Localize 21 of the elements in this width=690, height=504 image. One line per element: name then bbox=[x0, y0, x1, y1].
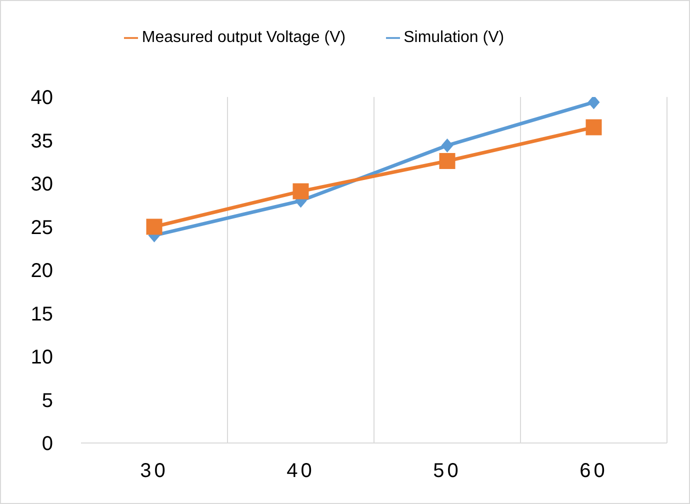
point bbox=[586, 119, 602, 136]
x-tick-label: 60 bbox=[580, 460, 608, 482]
y-tick-label: 35 bbox=[30, 130, 53, 152]
y-tick-label: 30 bbox=[30, 174, 53, 196]
point bbox=[439, 153, 456, 170]
legend-label: Measured output Voltage (V) bbox=[142, 29, 346, 46]
legend-label: Simulation (V) bbox=[404, 29, 504, 46]
y-tick-label: 10 bbox=[30, 346, 53, 369]
x-tick-label: 40 bbox=[286, 460, 315, 482]
point bbox=[441, 138, 454, 152]
x-tick-label: 50 bbox=[433, 460, 462, 482]
y-tick-label: 15 bbox=[30, 303, 53, 326]
point bbox=[292, 183, 309, 200]
y-tick-label: 0 bbox=[42, 433, 53, 456]
x-tick-label: 30 bbox=[140, 460, 168, 482]
y-tick-label: 5 bbox=[42, 390, 53, 412]
y-tick-label: 40 bbox=[30, 87, 53, 110]
y-tick-label: 20 bbox=[30, 260, 53, 282]
point bbox=[588, 97, 600, 110]
y-tick-label: 25 bbox=[30, 216, 53, 239]
point bbox=[146, 218, 162, 235]
